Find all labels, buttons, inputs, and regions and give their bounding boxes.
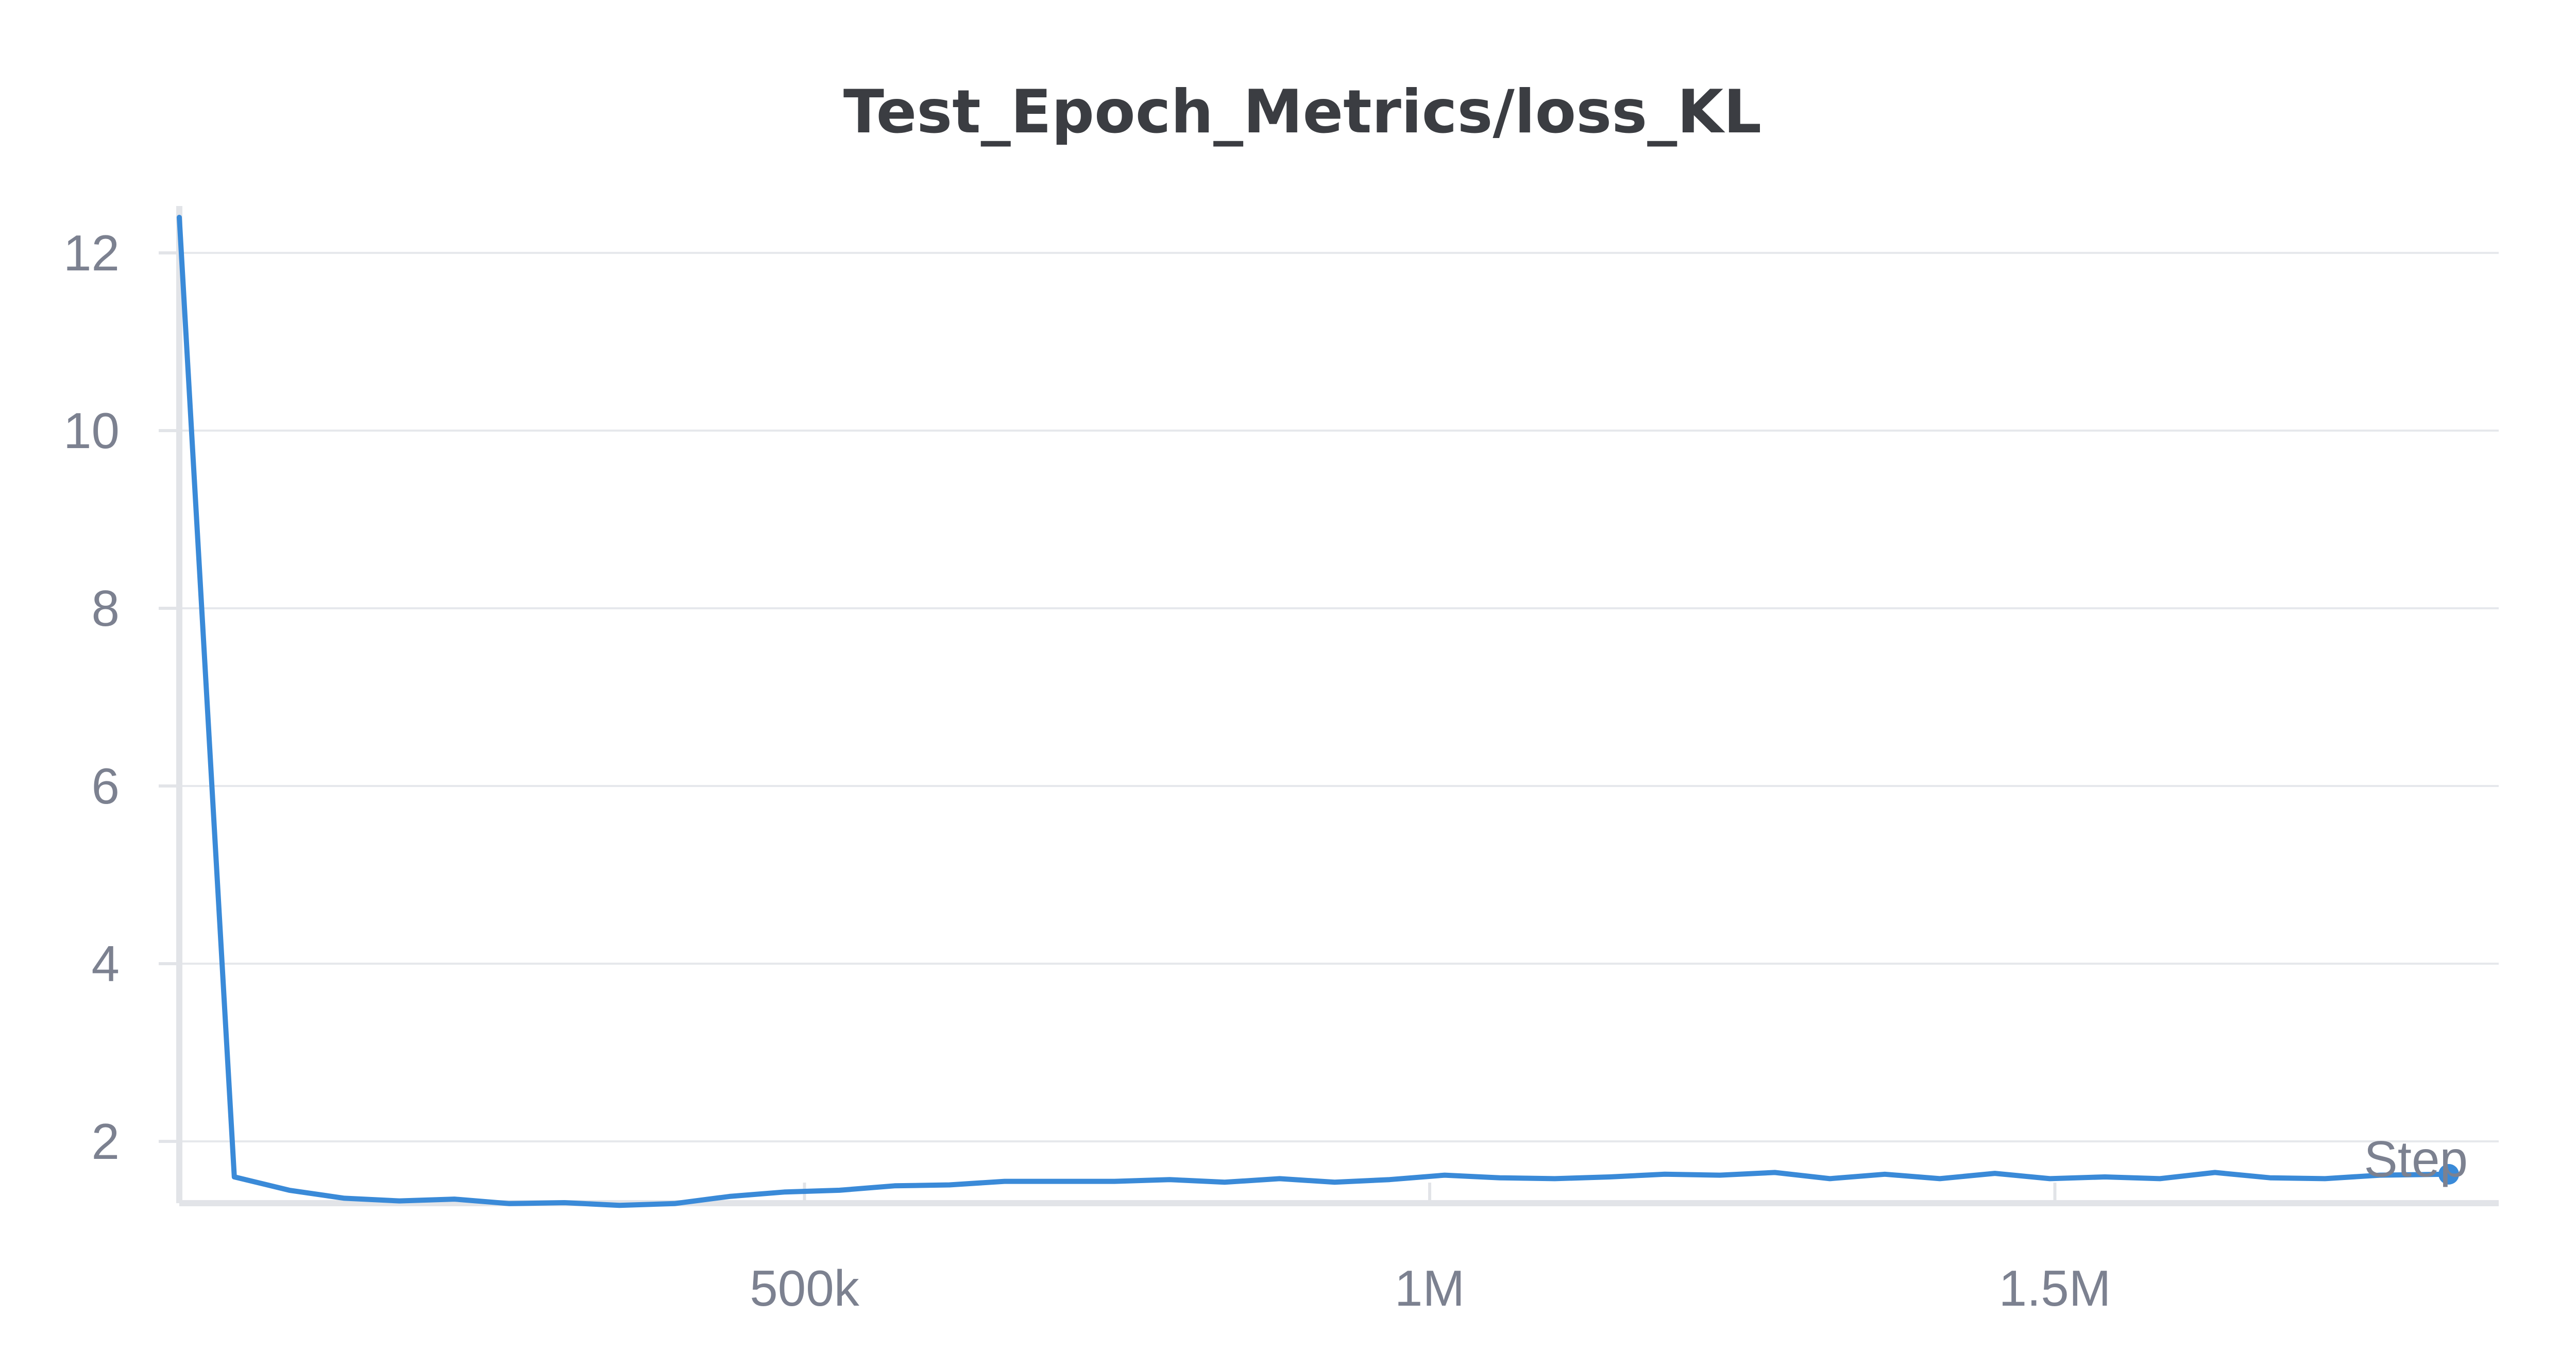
x-tick-label: 1M <box>1395 1260 1465 1316</box>
y-tick-label: 12 <box>63 225 120 281</box>
y-tick-label: 2 <box>91 1113 120 1170</box>
x-tick-label: 1.5M <box>1999 1260 2111 1316</box>
series-line <box>177 215 2451 1208</box>
y-tick-label: 8 <box>91 580 120 637</box>
x-axis-label: Step <box>2364 1131 2468 1187</box>
x-tick-label: 500k <box>750 1260 860 1316</box>
y-tick-label: 6 <box>91 758 120 814</box>
y-tick-label: 10 <box>63 402 120 459</box>
chart-title: Test_Epoch_Metrics/loss_KL <box>843 77 1762 147</box>
series-group <box>177 215 2460 1208</box>
y-axis-ticks: 2 4 6 8 10 12 <box>63 225 179 1170</box>
series-end-point <box>2438 1164 2460 1185</box>
axes <box>176 206 2499 1206</box>
x-axis-ticks: 500k 1M 1.5M <box>750 1183 2111 1316</box>
y-tick-label: 4 <box>91 935 120 992</box>
grid-lines <box>179 252 2499 1142</box>
